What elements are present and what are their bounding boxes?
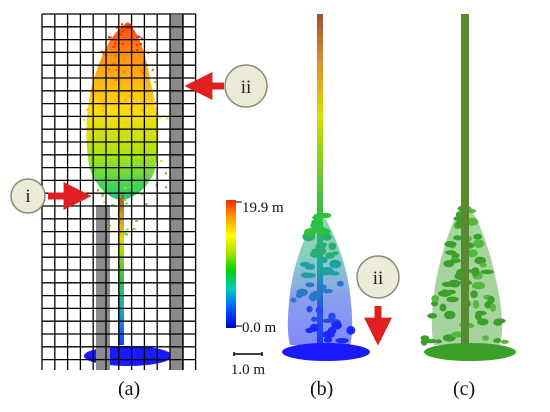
caption-c: (c) — [453, 378, 476, 400]
marker-ii-b: ii — [356, 255, 400, 346]
badge-i — [10, 178, 46, 214]
cone-branches-b — [287, 210, 353, 345]
caption-a: (a) — [118, 378, 141, 400]
panel-b — [282, 14, 370, 361]
trunk-c — [461, 14, 469, 354]
marker-i: i — [10, 178, 92, 214]
badge-ii-b — [356, 255, 400, 299]
occlusion-strip-left — [96, 205, 110, 370]
branch-clumps-b — [290, 212, 356, 344]
trunk-b — [317, 14, 323, 352]
colorbar-max-label: 19.9 m — [242, 200, 284, 216]
colorbar-ramp — [226, 200, 236, 328]
panel-c — [420, 14, 516, 361]
badge-ii-b-text: ii — [373, 268, 384, 289]
scale-bar: 1.0 m — [231, 352, 266, 378]
ground-points-b — [282, 343, 370, 361]
crown-point-cloud — [86, 22, 158, 200]
scale-bar-label: 1.0 m — [231, 362, 266, 378]
badge-ii-a-text: ii — [241, 77, 252, 98]
badge-i-text: i — [25, 186, 30, 207]
colorbar: 19.9 m 0.0 m — [226, 200, 284, 336]
badge-ii-a — [224, 64, 268, 108]
occlusion-strip-right — [170, 15, 184, 370]
ground-points-c — [424, 343, 516, 361]
panel-a — [41, 13, 197, 370]
colorbar-min-label: 0.0 m — [242, 320, 277, 336]
marker-ii-a: ii — [184, 64, 268, 108]
caption-b: (b) — [310, 378, 334, 400]
